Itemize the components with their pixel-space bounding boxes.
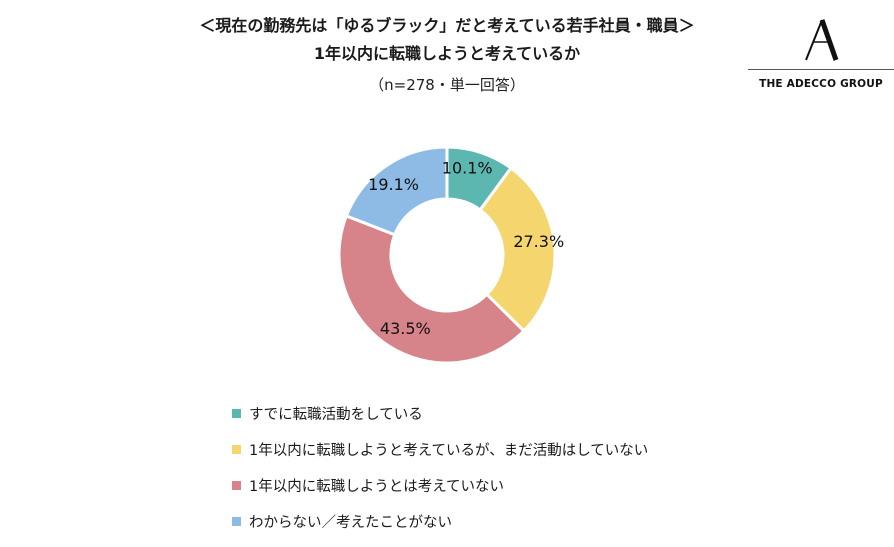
legend-swatch — [232, 480, 241, 490]
donut-slice-4 — [344, 145, 449, 237]
legend-item-1: すでに転職活動をしている — [232, 398, 648, 428]
legend-item-2: 1年以内に転職しようと考えているが、まだ活動はしていない — [232, 434, 648, 464]
donut-slice-2 — [478, 165, 557, 334]
adecco-logo: THE ADECCO GROUP — [748, 18, 894, 98]
legend-label: 1年以内に転職しようと考えているが、まだ活動はしていない — [249, 442, 649, 459]
logo-divider — [748, 69, 894, 70]
donut-slice-1 — [445, 145, 514, 212]
logo-wordmark: THE ADECCO GROUP — [759, 78, 883, 90]
adecco-a-logo-icon — [805, 19, 839, 61]
legend-swatch — [232, 408, 241, 418]
chart-title-block: ＜現在の勤務先は「ゆるブラック」だと考えている若手社員・職員＞ 1年以内に転職し… — [0, 14, 894, 96]
slice-value-label-2: 27.3% — [513, 232, 564, 251]
legend-label: すでに転職活動をしている — [249, 406, 423, 423]
legend-item-3: 1年以内に転職しようとは考えていない — [232, 470, 648, 500]
slice-value-label-4: 19.1% — [368, 175, 419, 194]
donut-slice-3 — [337, 213, 526, 365]
chart-title-line-1: ＜現在の勤務先は「ゆるブラック」だと考えている若手社員・職員＞ — [199, 16, 695, 35]
slice-value-label-3: 43.5% — [380, 319, 431, 338]
donut-labels: 10.1% 27.3% 43.5% 19.1% — [368, 159, 564, 338]
chart-legend: すでに転職活動をしている 1年以内に転職しようと考えているが、まだ活動はしていない… — [232, 398, 648, 536]
slice-value-label-1: 10.1% — [442, 159, 493, 178]
donut-slices — [337, 145, 557, 365]
legend-label: わからない／考えたことがない — [249, 514, 452, 531]
legend-swatch — [232, 444, 241, 454]
chart-subtitle: （n=278・単一回答） — [369, 76, 525, 94]
legend-label: 1年以内に転職しようとは考えていない — [249, 478, 504, 495]
chart-title-line-2: 1年以内に転職しようと考えているか — [313, 44, 581, 63]
legend-item-4: わからない／考えたことがない — [232, 506, 648, 536]
legend-swatch — [232, 516, 241, 526]
